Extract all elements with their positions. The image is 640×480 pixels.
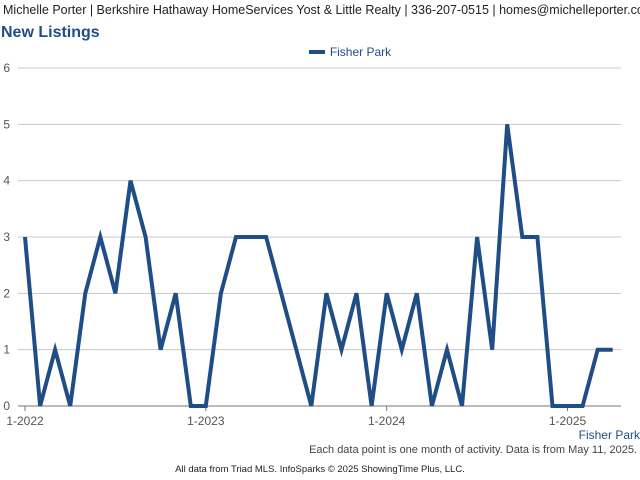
page-title: New Listings xyxy=(1,24,100,41)
y-tick-label: 2 xyxy=(3,286,10,300)
data-point xyxy=(219,292,222,295)
data-point xyxy=(566,405,569,408)
x-tick-label: 1-2025 xyxy=(549,414,587,428)
legend-label: Fisher Park xyxy=(329,45,392,59)
footnote: Each data point is one month of activity… xyxy=(309,444,637,456)
data-point xyxy=(370,405,373,408)
data-point xyxy=(430,405,433,408)
data-point xyxy=(611,348,614,351)
data-point xyxy=(84,292,87,295)
x-tick-label: 1-2022 xyxy=(6,414,44,428)
data-point xyxy=(506,123,509,126)
series-end-label: Fisher Park xyxy=(579,428,640,442)
data-point xyxy=(521,236,524,239)
data-point xyxy=(144,236,147,239)
data-point xyxy=(340,348,343,351)
data-point xyxy=(280,292,283,295)
chart-legend: Fisher Park xyxy=(0,45,640,59)
data-point xyxy=(189,405,192,408)
data-point xyxy=(415,292,418,295)
data-point xyxy=(99,236,102,239)
data-point xyxy=(174,292,177,295)
data-point xyxy=(445,348,448,351)
data-point xyxy=(69,405,72,408)
x-tick-label: 1-2023 xyxy=(187,414,225,428)
y-tick-label: 5 xyxy=(3,117,10,131)
y-tick-label: 3 xyxy=(3,230,10,244)
data-point xyxy=(159,348,162,351)
y-tick-label: 4 xyxy=(3,174,10,188)
data-point xyxy=(461,405,464,408)
data-point xyxy=(325,292,328,295)
data-point xyxy=(536,236,539,239)
data-point xyxy=(114,292,117,295)
header-bar: Michelle Porter | Berkshire Hathaway Hom… xyxy=(0,0,640,21)
data-point xyxy=(129,179,132,182)
y-tick-label: 6 xyxy=(3,61,10,75)
data-point xyxy=(581,405,584,408)
data-point xyxy=(204,405,207,408)
data-point xyxy=(400,348,403,351)
legend-swatch xyxy=(308,50,325,54)
data-point xyxy=(234,236,237,239)
data-point xyxy=(596,348,599,351)
data-point xyxy=(265,236,268,239)
data-point xyxy=(476,236,479,239)
y-tick-label: 0 xyxy=(3,399,10,413)
data-point xyxy=(295,348,298,351)
data-point xyxy=(551,405,554,408)
data-point xyxy=(24,236,27,239)
data-point xyxy=(355,292,358,295)
y-tick-label: 1 xyxy=(3,343,10,357)
data-point xyxy=(310,405,313,408)
data-point xyxy=(385,292,388,295)
series-line-fisher-park xyxy=(23,124,613,408)
data-point xyxy=(491,348,494,351)
header-text: Michelle Porter | Berkshire Hathaway Hom… xyxy=(3,3,640,17)
data-point xyxy=(250,236,253,239)
data-point xyxy=(54,348,57,351)
data-point xyxy=(39,405,42,408)
source-credit: All data from Triad MLS. InfoSparks © 20… xyxy=(175,464,465,475)
x-tick-label: 1-2024 xyxy=(368,414,406,428)
